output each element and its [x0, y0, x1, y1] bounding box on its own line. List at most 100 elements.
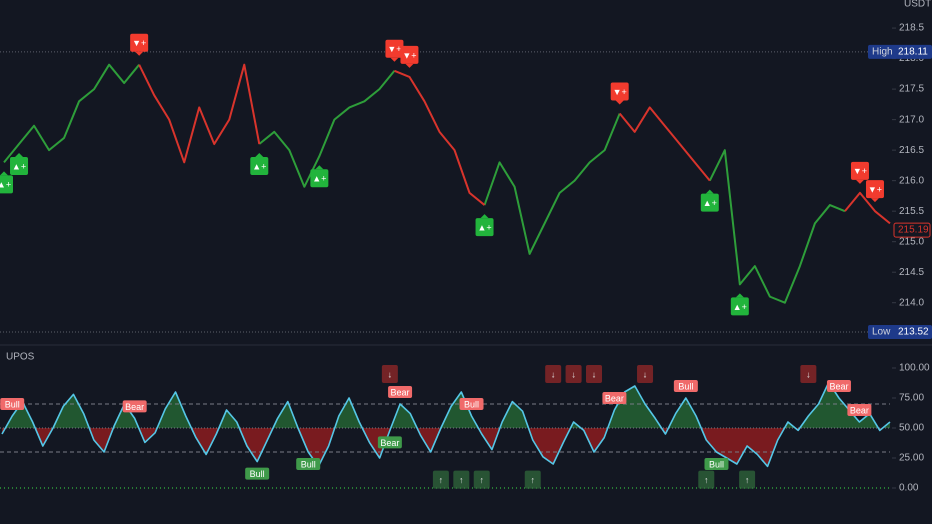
div-label: Bear [391, 387, 410, 397]
div-label-box [704, 458, 729, 470]
high-box [868, 44, 932, 59]
div-label: Bull [709, 459, 724, 469]
series-line [844, 191, 891, 225]
arrow-label: ↑ [459, 475, 464, 485]
arrow-label: ↓ [592, 369, 597, 379]
arrow-label: ↓ [551, 369, 556, 379]
arrow-marker [637, 365, 654, 383]
signal-label: ▲+ [477, 222, 491, 232]
div-label: Bull [301, 459, 316, 469]
y-tick-label: 214.0 [899, 297, 924, 308]
y-tick-label: 217.0 [899, 114, 924, 125]
arrow-label: ↑ [479, 475, 484, 485]
div-label: Bear [850, 405, 869, 415]
y-tick-label: 218.5 [899, 23, 924, 34]
signal-label: ▼+ [132, 38, 146, 48]
signal-pointer [315, 165, 324, 170]
y-tick-label: 216.0 [899, 175, 924, 186]
y-tick-label: 0.00 [899, 483, 919, 494]
div-label: Bull [5, 399, 20, 409]
arrow-label: ↓ [388, 369, 393, 379]
y-tick-label: 100.00 [899, 363, 930, 374]
y-tick-label: 215.5 [899, 206, 924, 217]
series-line [258, 70, 396, 188]
signal-pointer [480, 214, 489, 219]
div-label-box [847, 404, 872, 416]
signal-pointer [405, 63, 414, 68]
signal-pointer [255, 153, 264, 158]
arrow-label: ↓ [571, 369, 576, 379]
signal-pointer [705, 189, 714, 194]
signal-marker [385, 39, 404, 58]
signal-marker [865, 180, 884, 199]
div-label-box [826, 380, 851, 392]
signal-marker [130, 33, 149, 52]
signal-pointer [135, 51, 144, 56]
arrow-marker [381, 365, 398, 383]
signal-label: ▼+ [868, 185, 882, 195]
arrow-marker [453, 470, 470, 489]
div-label: Bear [380, 438, 399, 448]
signal-pointer [615, 100, 624, 105]
last-price: 215.19 [898, 225, 929, 236]
signal-marker [0, 175, 13, 194]
signal-marker [730, 297, 749, 316]
high-value: 218.11 [898, 47, 928, 58]
arrow-marker [698, 470, 715, 489]
signal-pointer [735, 293, 744, 298]
div-label: Bull [678, 381, 693, 391]
signal-label: ▼+ [613, 87, 627, 97]
arrow-label: ↑ [439, 475, 444, 485]
series-line [394, 69, 486, 206]
div-label-box [122, 400, 147, 413]
div-label-box [602, 392, 627, 404]
div-label: Bull [464, 399, 479, 409]
signal-pointer [0, 171, 8, 176]
low-box [868, 325, 932, 340]
signal-label: ▲+ [0, 180, 11, 190]
arrow-marker [473, 470, 490, 489]
signal-label: ▲+ [12, 161, 26, 171]
signal-marker [250, 157, 269, 176]
div-label-box [296, 458, 321, 470]
y-tick-label: 216.5 [899, 145, 924, 156]
signal-label: ▼+ [387, 44, 401, 54]
signal-label: ▲+ [703, 198, 717, 208]
div-label-box [245, 467, 270, 480]
low-value: 213.52 [898, 327, 929, 338]
last-price-box [893, 222, 931, 238]
arrow-marker [565, 365, 582, 383]
series-line [618, 106, 711, 182]
y-tick-label: 50.00 [899, 423, 924, 434]
signal-pointer [390, 57, 399, 62]
arrow-marker [800, 365, 817, 383]
signal-label: ▼+ [402, 50, 416, 60]
series-line [708, 149, 846, 304]
arrow-label: ↑ [704, 475, 709, 485]
signal-label: ▼+ [853, 166, 867, 176]
y-tick-label: 215.0 [899, 236, 924, 247]
currency: USDT [904, 0, 931, 10]
div-label-box [673, 380, 698, 392]
y-tick-label: 214.5 [899, 267, 924, 278]
signal-marker [400, 45, 419, 64]
div-label-box [459, 398, 484, 410]
signal-label: ▲+ [252, 161, 266, 171]
div-label-box [0, 398, 25, 410]
arrow-label: ↓ [643, 369, 648, 379]
arrow-label: ↑ [531, 475, 536, 485]
div-label: Bull [250, 469, 265, 479]
arrow-marker [432, 470, 449, 489]
y-tick-label: 217.5 [899, 84, 924, 95]
arrow-marker [545, 365, 562, 383]
y-tick-label: 75.00 [899, 393, 924, 404]
signal-marker [10, 157, 29, 176]
arrow-marker [524, 470, 541, 489]
series-line [483, 113, 621, 255]
series-line [3, 63, 140, 163]
signal-marker [475, 218, 494, 237]
indicator-title: UPOS [6, 352, 35, 363]
y-tick-label: 25.00 [899, 453, 924, 464]
